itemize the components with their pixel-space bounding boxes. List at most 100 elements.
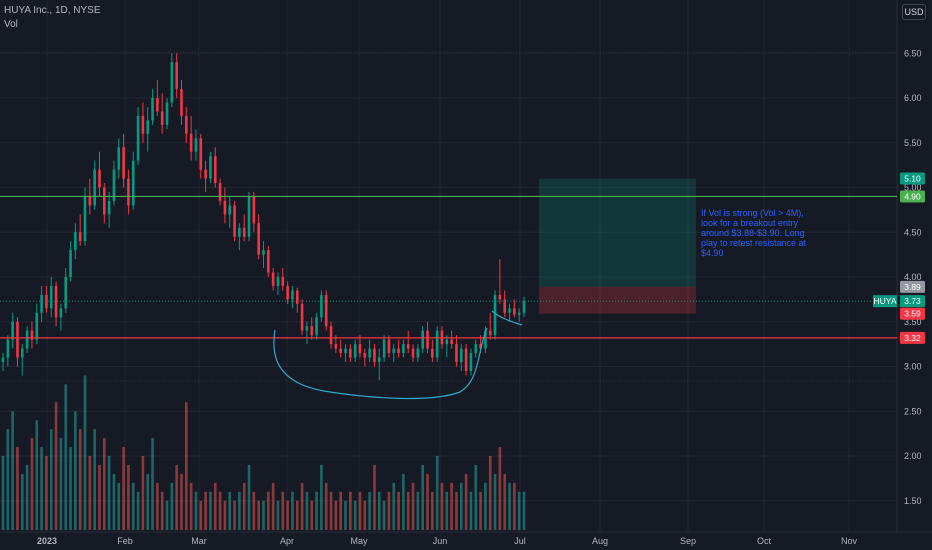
candle-body xyxy=(305,326,309,331)
volume-bar xyxy=(199,500,203,530)
candle-body xyxy=(11,321,14,340)
currency-button[interactable]: USD xyxy=(902,4,926,20)
volume-bar xyxy=(363,500,367,530)
candle-body xyxy=(252,196,256,224)
ticker-label: HUYA xyxy=(874,296,897,306)
volume-bar xyxy=(194,491,198,530)
volume-bar xyxy=(54,402,58,530)
candle-body xyxy=(320,294,323,318)
volume-bar xyxy=(498,447,502,530)
candle-body xyxy=(291,290,294,300)
candle-body xyxy=(469,353,473,371)
volume-bar xyxy=(131,482,135,530)
volume-bar xyxy=(387,491,391,530)
candle-body xyxy=(88,196,92,206)
candle-body xyxy=(455,344,458,363)
candle-body xyxy=(397,348,400,354)
candle-body xyxy=(25,330,29,349)
candle-body xyxy=(459,348,463,363)
volume-bar xyxy=(286,500,289,530)
long-position-tool[interactable] xyxy=(539,178,696,314)
y-tick-label: 2.50 xyxy=(904,406,922,416)
candle-body xyxy=(445,339,449,345)
candle-body xyxy=(20,348,24,358)
candle-body xyxy=(242,227,246,237)
price-tag xyxy=(900,307,925,320)
price-tag-label: 4.90 xyxy=(904,191,921,201)
y-tick-label: 3.00 xyxy=(904,362,922,372)
volume-bar xyxy=(6,429,10,530)
x-tick-label: Sep xyxy=(680,536,696,546)
candle-body xyxy=(411,348,415,358)
volume-bar xyxy=(107,456,111,530)
candle-body xyxy=(267,250,270,273)
price-tag-label: 5.10 xyxy=(904,174,921,184)
candle-body xyxy=(30,330,34,340)
horizontal-lines[interactable] xyxy=(0,195,897,339)
x-tick-label: Apr xyxy=(280,536,294,546)
volume-bar xyxy=(339,491,342,530)
x-tick-label: Jul xyxy=(514,536,526,546)
volume-bar xyxy=(88,456,92,530)
cup-pattern-drawing[interactable] xyxy=(273,327,488,400)
volume-bar xyxy=(295,500,299,530)
candle-body xyxy=(194,138,198,152)
volume-bar xyxy=(397,491,400,530)
volume-bar xyxy=(416,491,420,530)
volume-bar xyxy=(69,447,72,530)
volume-bar xyxy=(320,464,323,530)
volume-bar xyxy=(406,491,410,530)
price-tag xyxy=(900,280,925,293)
y-tick-label: 1.50 xyxy=(904,496,922,506)
volume-bar xyxy=(469,491,473,530)
trade-annotation[interactable]: If Vol is strong (Vol > 4M), look for a … xyxy=(701,208,807,258)
volume-bar xyxy=(262,500,265,530)
price-tag-label: 3.73 xyxy=(904,296,921,306)
volume-bar xyxy=(324,482,328,530)
candle-body xyxy=(406,344,410,349)
candle-body xyxy=(160,111,164,125)
volume-bar xyxy=(493,473,497,530)
y-tick-label: 5.50 xyxy=(904,138,922,148)
volume-bar xyxy=(257,500,260,530)
candle-body xyxy=(185,115,188,134)
candle-body xyxy=(59,308,63,318)
candle-body xyxy=(98,169,101,188)
volume-bar xyxy=(426,473,429,530)
volume-bar xyxy=(20,473,24,530)
candle-body xyxy=(373,348,376,363)
y-tick-label: 4.00 xyxy=(904,272,922,282)
volume-bar xyxy=(49,429,53,530)
volume-bar xyxy=(136,491,140,530)
time-axis[interactable]: 2023 Feb Mar Apr May Jun Jul Aug Sep Oct Nov xyxy=(37,536,858,546)
candle-body xyxy=(209,156,212,179)
candle-body xyxy=(204,169,207,179)
candle-body xyxy=(165,102,169,125)
x-tick-label: Jun xyxy=(433,536,448,546)
volume-bar xyxy=(117,482,121,530)
volume-bar xyxy=(228,491,232,530)
volume-bar xyxy=(459,482,463,530)
candle-body xyxy=(387,339,391,354)
candle-body xyxy=(189,133,193,152)
volume-bar xyxy=(122,447,125,530)
volume-bar xyxy=(189,482,193,530)
volume-bar xyxy=(30,438,34,530)
price-axis[interactable]: 6.50 6.00 5.50 5.00 4.50 4.00 3.50 3.00 2.50 2.00… xyxy=(904,48,922,506)
volume-bar xyxy=(156,482,159,530)
volume-bar xyxy=(185,402,188,530)
volume-bar xyxy=(223,500,227,530)
candle-body xyxy=(16,321,19,358)
volume-bar xyxy=(517,491,521,530)
handle-pattern-drawing[interactable] xyxy=(491,310,523,326)
candle-body xyxy=(339,348,342,354)
volume-bar xyxy=(479,491,482,530)
candle-body xyxy=(426,330,429,349)
volume-bar xyxy=(74,411,77,530)
volume-bar xyxy=(170,482,174,530)
volume-bar xyxy=(209,491,212,530)
volume-bar xyxy=(98,464,101,530)
candle-body xyxy=(122,147,125,179)
candle-body xyxy=(83,196,87,242)
